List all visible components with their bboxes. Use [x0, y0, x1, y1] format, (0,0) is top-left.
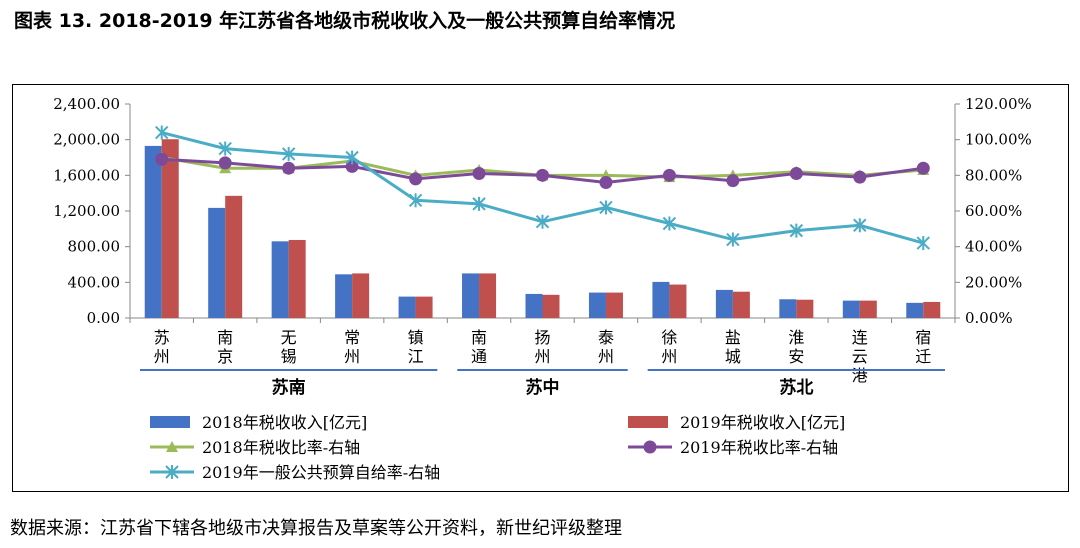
- line-2019-tax-ratio-point: [536, 168, 549, 182]
- bar-2019: [415, 296, 433, 318]
- legend-swatch: [150, 416, 190, 428]
- line-2019-tax-ratio-point: [409, 172, 423, 186]
- line-2019-self-sufficiency-point: [155, 125, 169, 140]
- bar-2019: [161, 139, 179, 318]
- bar-2019: [923, 301, 941, 318]
- x-category-label: 宿迁: [915, 328, 931, 366]
- right-tick-label: 60.00%: [965, 202, 1022, 220]
- x-category-label: 徐州: [661, 328, 677, 366]
- left-tick-label: 2,400.00: [53, 95, 120, 113]
- line-2019-self-sufficiency-point: [662, 216, 677, 231]
- line-2019-tax-ratio-point: [155, 152, 169, 166]
- bar-2019: [732, 291, 750, 318]
- bar-2018: [208, 207, 226, 318]
- group-label: 苏南: [272, 377, 306, 398]
- line-2019-tax-ratio-point: [218, 156, 232, 170]
- right-tick-label: 120.00%: [965, 95, 1032, 113]
- x-category-label: 苏州: [154, 328, 170, 366]
- right-tick-label: 100.00%: [965, 131, 1032, 149]
- left-tick-label: 400.00: [68, 273, 121, 291]
- line-2019-tax-ratio-point: [472, 167, 486, 181]
- x-category-label: 南京: [217, 328, 233, 366]
- bar-2019: [352, 273, 370, 318]
- x-category-label: 泰州: [598, 328, 614, 366]
- bar-2019: [225, 195, 243, 318]
- bar-2018: [588, 292, 606, 318]
- bar-2018: [144, 145, 162, 318]
- line-2019-tax-ratio-point: [345, 159, 359, 173]
- bar-2019: [796, 299, 814, 318]
- line-2019-self-sufficiency-point: [281, 146, 296, 161]
- left-tick-label: 800.00: [68, 238, 121, 256]
- legend-label: 2019年税收比率-右轴: [680, 438, 838, 457]
- x-category-label: 盐城: [725, 328, 741, 366]
- x-category-label: 淮安: [788, 328, 804, 366]
- bar-2019: [542, 294, 560, 318]
- bar-2019: [288, 239, 306, 318]
- line-2019-self-sufficiency-point: [472, 196, 486, 211]
- bar-2018: [842, 300, 860, 318]
- line-2019-self-sufficiency-point: [535, 214, 550, 229]
- x-category-label: 常州: [344, 328, 360, 366]
- bar-2018: [335, 274, 353, 318]
- right-tick-label: 0.00%: [965, 309, 1013, 327]
- x-category-label: 连云港: [852, 328, 868, 385]
- bar-2018: [715, 289, 733, 318]
- legend-label: 2019年一般公共预算自给率-右轴: [202, 463, 440, 482]
- line-2019-self-sufficiency-point: [345, 150, 359, 165]
- bar-2018: [398, 296, 416, 318]
- left-tick-label: 0.00: [87, 309, 120, 327]
- legend-label: 2018年税收比率-右轴: [202, 438, 360, 457]
- x-category-label: 镇江: [408, 328, 424, 366]
- bar-2019: [479, 273, 497, 318]
- bar-2018: [462, 273, 480, 318]
- line-2019-tax-ratio-point: [726, 174, 740, 188]
- legend-label: 2018年税收收入[亿元]: [202, 413, 367, 432]
- bar-2019: [859, 300, 877, 318]
- legend-swatch: [628, 416, 668, 428]
- line-2019-tax-ratio-point: [662, 168, 676, 182]
- x-category-label: 南通: [471, 328, 487, 366]
- line-2019-tax-ratio-point: [282, 161, 296, 175]
- legend-marker: [165, 465, 179, 479]
- chart-frame: [12, 84, 1069, 492]
- left-tick-label: 1,200.00: [53, 202, 120, 220]
- line-2019-self-sufficiency-point: [789, 223, 804, 238]
- x-category-label: 扬州: [534, 328, 550, 366]
- group-label: 苏中: [526, 377, 560, 398]
- bar-2018: [779, 299, 797, 318]
- right-tick-label: 20.00%: [965, 273, 1022, 291]
- line-2019-self-sufficiency-point: [218, 141, 232, 156]
- right-tick-label: 80.00%: [965, 166, 1022, 184]
- data-source-note: 数据来源：江苏省下辖各地级市决算报告及草案等公开资料，新世纪评级整理: [10, 518, 622, 539]
- legend-marker: [166, 441, 178, 452]
- line-2019-self-sufficiency-point: [599, 200, 613, 215]
- line-2019-self-sufficiency-point: [916, 236, 930, 251]
- bar-2019: [605, 292, 623, 318]
- line-2019-tax-ratio-point: [916, 161, 930, 175]
- line-2019-self-sufficiency-point: [408, 193, 423, 208]
- bar-2018: [652, 281, 670, 318]
- right-tick-label: 40.00%: [965, 238, 1022, 256]
- left-tick-label: 1,600.00: [53, 166, 120, 184]
- line-2019-self-sufficiency-point: [726, 232, 740, 247]
- chart-title: 图表 13. 2018-2019 年江苏省各地级市税收收入及一般公共预算自给率情…: [14, 10, 676, 32]
- bar-2018: [271, 241, 289, 318]
- left-tick-label: 2,000.00: [53, 131, 120, 149]
- line-2019-tax-ratio-point: [789, 167, 803, 181]
- line-2019-tax-ratio-point: [599, 175, 613, 189]
- group-label: 苏北: [779, 377, 813, 398]
- x-category-label: 无锡: [281, 328, 297, 366]
- line-2019-tax-ratio-point: [853, 170, 867, 184]
- bar-2018: [525, 293, 543, 318]
- legend-marker: [643, 440, 657, 454]
- line-2019-self-sufficiency-point: [853, 218, 867, 233]
- legend-label: 2019年税收收入[亿元]: [680, 413, 845, 432]
- bar-2018: [906, 302, 924, 318]
- bar-2019: [669, 284, 687, 318]
